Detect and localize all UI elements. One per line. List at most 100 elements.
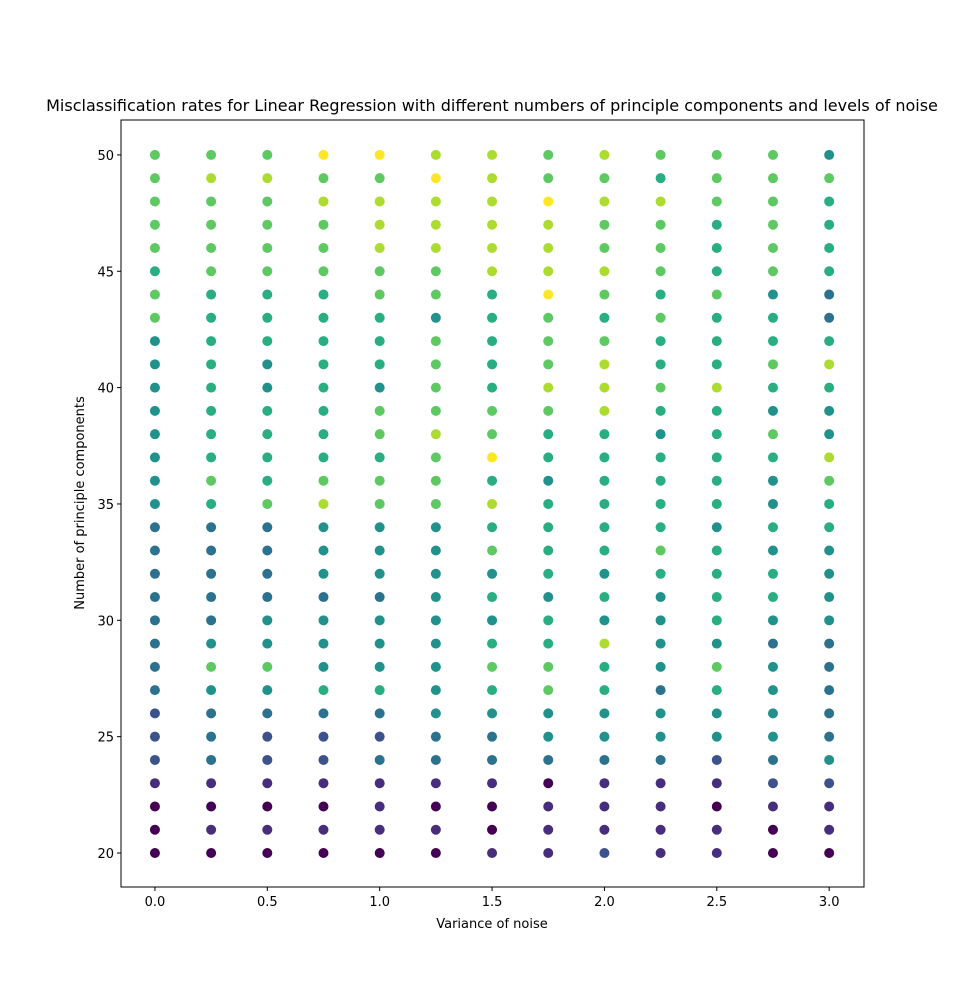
point (149, 848, 160, 859)
point (318, 708, 329, 719)
y-tick-label: 35 (97, 498, 114, 513)
point (318, 638, 329, 649)
point (711, 475, 722, 486)
point (374, 615, 385, 626)
point (430, 312, 441, 323)
point (767, 382, 778, 393)
point (543, 289, 554, 300)
point (487, 196, 498, 207)
point (430, 545, 441, 556)
point (599, 824, 610, 835)
point (599, 196, 610, 207)
point (824, 568, 835, 579)
point (374, 359, 385, 370)
point (543, 382, 554, 393)
point (262, 592, 273, 603)
point (318, 498, 329, 509)
point (206, 219, 217, 230)
y-tick-label: 25 (97, 731, 114, 746)
point (655, 429, 666, 440)
point (824, 382, 835, 393)
point (543, 685, 554, 696)
point (318, 475, 329, 486)
point (430, 498, 441, 509)
point (318, 359, 329, 370)
point (711, 708, 722, 719)
point (711, 359, 722, 370)
point (430, 638, 441, 649)
chart-title: Misclassification rates for Linear Regre… (46, 96, 938, 115)
point (543, 801, 554, 812)
point (430, 405, 441, 416)
point (487, 592, 498, 603)
point (543, 219, 554, 230)
point (374, 312, 385, 323)
point (206, 778, 217, 789)
point (711, 545, 722, 556)
point (206, 289, 217, 300)
point (374, 545, 385, 556)
point (711, 266, 722, 277)
x-axis-label: Variance of noise (436, 917, 548, 932)
point (318, 149, 329, 160)
point (767, 545, 778, 556)
point (149, 824, 160, 835)
point (262, 824, 273, 835)
point (149, 708, 160, 719)
point (711, 615, 722, 626)
point (262, 778, 273, 789)
point (711, 405, 722, 416)
point (543, 149, 554, 160)
point (487, 336, 498, 347)
point (374, 382, 385, 393)
point (543, 475, 554, 486)
point (262, 173, 273, 184)
point (599, 266, 610, 277)
point (767, 266, 778, 277)
point (487, 754, 498, 765)
point (206, 498, 217, 509)
point (262, 289, 273, 300)
point (149, 592, 160, 603)
point (487, 498, 498, 509)
point (824, 196, 835, 207)
point (262, 196, 273, 207)
point (374, 429, 385, 440)
point (655, 266, 666, 277)
point (374, 266, 385, 277)
point (599, 615, 610, 626)
point (824, 615, 835, 626)
point (430, 359, 441, 370)
point (206, 685, 217, 696)
point (655, 289, 666, 300)
point (318, 545, 329, 556)
point (767, 615, 778, 626)
point (543, 545, 554, 556)
x-tick-label: 2.5 (706, 895, 727, 910)
point (767, 219, 778, 230)
point (149, 312, 160, 323)
point (824, 498, 835, 509)
point (206, 708, 217, 719)
point (149, 196, 160, 207)
point (374, 824, 385, 835)
point (374, 173, 385, 184)
point (430, 592, 441, 603)
point (430, 266, 441, 277)
point (599, 219, 610, 230)
point (206, 312, 217, 323)
point (767, 592, 778, 603)
point (430, 685, 441, 696)
point (149, 405, 160, 416)
point (655, 219, 666, 230)
point (711, 429, 722, 440)
point (149, 661, 160, 672)
point (543, 173, 554, 184)
point (318, 219, 329, 230)
point (655, 149, 666, 160)
point (599, 452, 610, 463)
point (262, 266, 273, 277)
point (487, 359, 498, 370)
point (655, 359, 666, 370)
point (487, 173, 498, 184)
